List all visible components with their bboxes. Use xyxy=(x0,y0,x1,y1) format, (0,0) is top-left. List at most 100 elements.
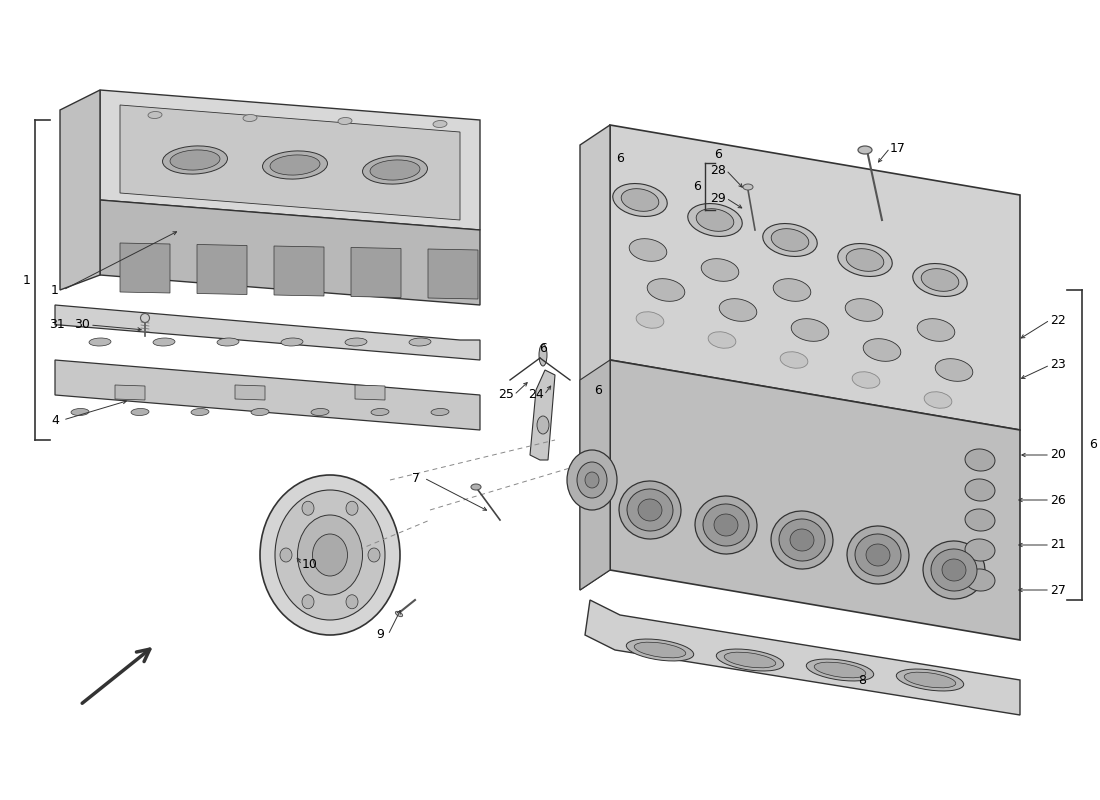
Ellipse shape xyxy=(585,472,600,488)
Text: 6: 6 xyxy=(539,342,547,354)
Ellipse shape xyxy=(371,409,389,415)
Ellipse shape xyxy=(345,338,367,346)
Ellipse shape xyxy=(858,146,872,154)
Polygon shape xyxy=(580,360,611,590)
Ellipse shape xyxy=(935,358,972,382)
Ellipse shape xyxy=(471,484,481,490)
Text: 21: 21 xyxy=(1050,538,1066,551)
Ellipse shape xyxy=(864,338,901,362)
Ellipse shape xyxy=(302,594,313,609)
Ellipse shape xyxy=(779,519,825,561)
Ellipse shape xyxy=(846,249,883,271)
Ellipse shape xyxy=(921,269,959,291)
Ellipse shape xyxy=(613,183,668,217)
Ellipse shape xyxy=(917,318,955,342)
Text: 7: 7 xyxy=(412,471,420,485)
Ellipse shape xyxy=(433,121,447,127)
Polygon shape xyxy=(235,385,265,400)
Text: 23: 23 xyxy=(1050,358,1066,371)
Ellipse shape xyxy=(311,409,329,415)
Ellipse shape xyxy=(896,669,964,691)
Ellipse shape xyxy=(965,449,996,471)
Text: 6: 6 xyxy=(714,149,722,162)
Ellipse shape xyxy=(913,263,967,297)
Text: 6: 6 xyxy=(594,383,602,397)
Ellipse shape xyxy=(724,652,776,668)
Text: 29: 29 xyxy=(711,191,726,205)
Ellipse shape xyxy=(539,344,547,366)
Ellipse shape xyxy=(791,318,828,342)
Ellipse shape xyxy=(263,151,328,179)
Ellipse shape xyxy=(627,489,673,531)
Polygon shape xyxy=(100,200,480,305)
Ellipse shape xyxy=(626,639,694,661)
Ellipse shape xyxy=(904,672,956,688)
Polygon shape xyxy=(428,249,478,299)
Ellipse shape xyxy=(191,409,209,415)
Ellipse shape xyxy=(153,338,175,346)
Polygon shape xyxy=(120,243,170,293)
Ellipse shape xyxy=(790,529,814,551)
Polygon shape xyxy=(610,360,1020,640)
Ellipse shape xyxy=(924,392,952,408)
Ellipse shape xyxy=(965,509,996,531)
Polygon shape xyxy=(60,90,100,290)
Text: 8: 8 xyxy=(858,674,866,686)
Ellipse shape xyxy=(170,150,220,170)
Ellipse shape xyxy=(719,298,757,322)
Text: 1: 1 xyxy=(51,283,59,297)
Polygon shape xyxy=(55,360,480,430)
Ellipse shape xyxy=(636,312,664,328)
Ellipse shape xyxy=(363,156,428,184)
Ellipse shape xyxy=(270,155,320,175)
Polygon shape xyxy=(530,370,556,460)
Polygon shape xyxy=(116,385,145,400)
Ellipse shape xyxy=(280,338,302,346)
Ellipse shape xyxy=(635,642,685,658)
Ellipse shape xyxy=(647,278,685,302)
Ellipse shape xyxy=(566,450,617,510)
Ellipse shape xyxy=(742,184,754,190)
Ellipse shape xyxy=(297,515,363,595)
Ellipse shape xyxy=(72,409,89,415)
Ellipse shape xyxy=(708,332,736,348)
Polygon shape xyxy=(610,125,1020,430)
Ellipse shape xyxy=(847,526,909,584)
Text: 28: 28 xyxy=(711,163,726,177)
Ellipse shape xyxy=(302,502,313,515)
Ellipse shape xyxy=(346,594,358,609)
Ellipse shape xyxy=(814,662,866,678)
Ellipse shape xyxy=(762,223,817,257)
Ellipse shape xyxy=(243,114,257,122)
Ellipse shape xyxy=(714,514,738,536)
Text: 4: 4 xyxy=(51,414,59,426)
Ellipse shape xyxy=(395,611,403,617)
Ellipse shape xyxy=(578,462,607,498)
Polygon shape xyxy=(355,385,385,400)
Text: 17: 17 xyxy=(890,142,906,154)
Ellipse shape xyxy=(409,338,431,346)
Ellipse shape xyxy=(346,502,358,515)
Text: 6: 6 xyxy=(693,179,701,193)
Ellipse shape xyxy=(965,539,996,561)
Ellipse shape xyxy=(852,372,880,388)
Ellipse shape xyxy=(629,238,667,262)
Ellipse shape xyxy=(217,338,239,346)
Text: 6: 6 xyxy=(616,151,624,165)
Text: 22: 22 xyxy=(1050,314,1066,326)
Ellipse shape xyxy=(965,479,996,501)
Ellipse shape xyxy=(931,549,977,591)
Ellipse shape xyxy=(780,352,807,368)
Ellipse shape xyxy=(370,160,420,180)
Ellipse shape xyxy=(621,189,659,211)
Ellipse shape xyxy=(260,475,400,635)
Ellipse shape xyxy=(148,111,162,118)
Ellipse shape xyxy=(696,209,734,231)
Ellipse shape xyxy=(131,409,149,415)
Ellipse shape xyxy=(638,499,662,521)
Ellipse shape xyxy=(275,490,385,620)
Ellipse shape xyxy=(701,258,739,282)
Ellipse shape xyxy=(695,496,757,554)
Text: 31: 31 xyxy=(50,318,65,331)
Polygon shape xyxy=(55,305,480,360)
